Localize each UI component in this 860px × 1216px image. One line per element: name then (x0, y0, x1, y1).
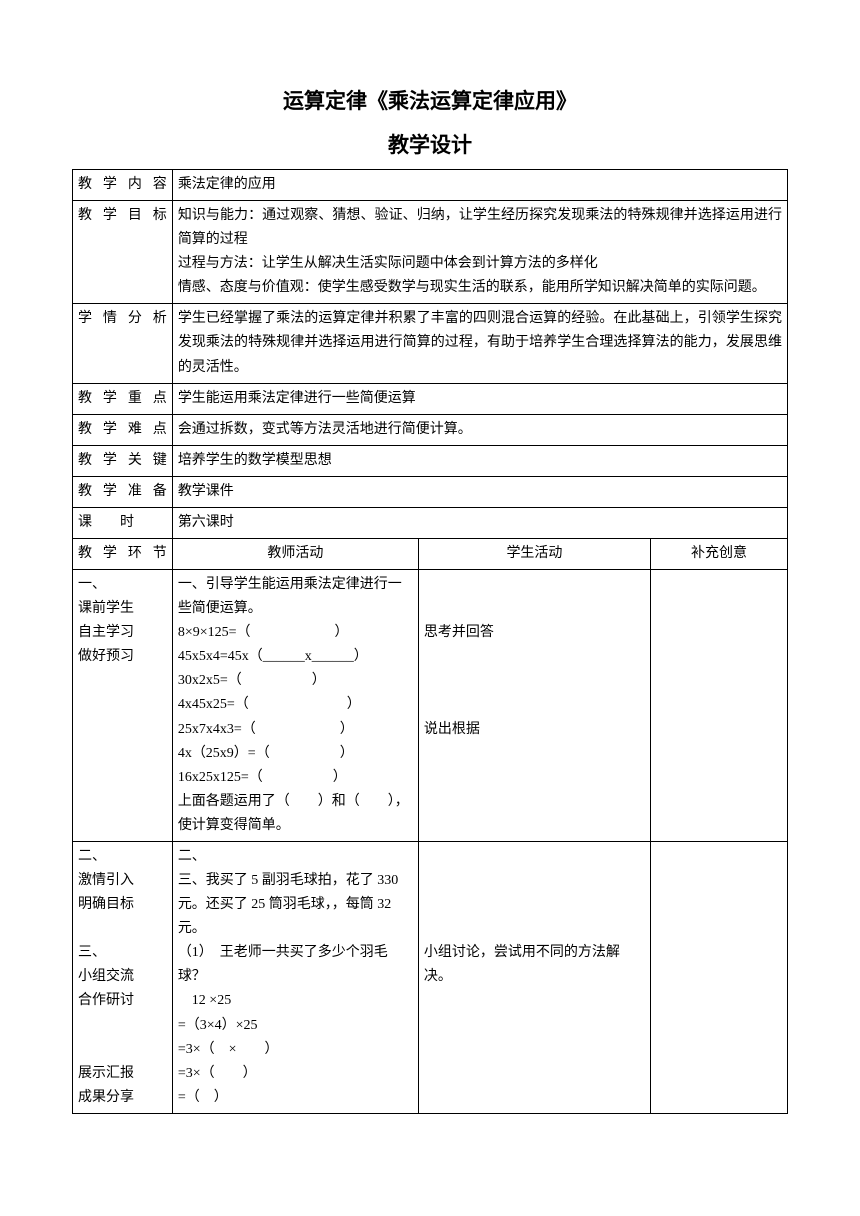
stage-cell-1: 一、课前学生自主学习做好预习 (73, 570, 173, 842)
table-row: 教学关键 培养学生的数学模型思想 (73, 445, 788, 476)
value-focus: 学生能运用乘法定律进行一些简便运算 (172, 383, 787, 414)
label-focus: 教学重点 (73, 383, 173, 414)
lesson-plan-table: 教学内容 乘法定律的应用 教学目标 知识与能力：通过观察、猜想、验证、归纳，让学… (72, 169, 788, 1114)
table-row: 学情分析 学生已经掌握了乘法的运算定律并积累了丰富的四则混合运算的经验。在此基础… (73, 304, 788, 383)
table-row: 教学准备 教学课件 (73, 476, 788, 507)
label-goal: 教学目标 (73, 201, 173, 304)
label-period: 课 时 (73, 507, 173, 538)
value-difficulty: 会通过拆数，变式等方法灵活地进行简便计算。 (172, 414, 787, 445)
table-row-activity: 二、激情引入明确目标三、小组交流合作研讨展示汇报成果分享 二、三、我买了 5 副… (73, 841, 788, 1113)
teacher-cell-1: 一、引导学生能运用乘法定律进行一些简便运算。8×9×125=（ ）45x5x4=… (172, 570, 418, 842)
header-supplement: 补充创意 (651, 539, 788, 570)
value-goal: 知识与能力：通过观察、猜想、验证、归纳，让学生经历探究发现乘法的特殊规律并选择运… (172, 201, 787, 304)
table-row-header: 教学环节 教师活动 学生活动 补充创意 (73, 539, 788, 570)
table-row: 教学目标 知识与能力：通过观察、猜想、验证、归纳，让学生经历探究发现乘法的特殊规… (73, 201, 788, 304)
table-row: 教学内容 乘法定律的应用 (73, 170, 788, 201)
label-content: 教学内容 (73, 170, 173, 201)
label-analysis: 学情分析 (73, 304, 173, 383)
label-difficulty: 教学难点 (73, 414, 173, 445)
table-row: 教学重点 学生能运用乘法定律进行一些简便运算 (73, 383, 788, 414)
header-student: 学生活动 (418, 539, 650, 570)
table-row: 教学难点 会通过拆数，变式等方法灵活地进行简便计算。 (73, 414, 788, 445)
supplement-cell-1 (651, 570, 788, 842)
table-row-activity: 一、课前学生自主学习做好预习 一、引导学生能运用乘法定律进行一些简便运算。8×9… (73, 570, 788, 842)
header-teacher: 教师活动 (172, 539, 418, 570)
title-main: 运算定律《乘法运算定律应用》 (72, 85, 788, 115)
value-period: 第六课时 (172, 507, 787, 538)
value-prep: 教学课件 (172, 476, 787, 507)
label-key: 教学关键 (73, 445, 173, 476)
header-stage: 教学环节 (73, 539, 173, 570)
value-content: 乘法定律的应用 (172, 170, 787, 201)
teacher-cell-2: 二、三、我买了 5 副羽毛球拍，花了 330 元。还买了 25 筒羽毛球，，每筒… (172, 841, 418, 1113)
value-analysis: 学生已经掌握了乘法的运算定律并积累了丰富的四则混合运算的经验。在此基础上，引领学… (172, 304, 787, 383)
student-cell-2: 小组讨论，尝试用不同的方法解决。 (418, 841, 650, 1113)
supplement-cell-2 (651, 841, 788, 1113)
value-key: 培养学生的数学模型思想 (172, 445, 787, 476)
label-prep: 教学准备 (73, 476, 173, 507)
stage-cell-2: 二、激情引入明确目标三、小组交流合作研讨展示汇报成果分享 (73, 841, 173, 1113)
student-cell-1: 思考并回答说出根据 (418, 570, 650, 842)
table-row: 课 时 第六课时 (73, 507, 788, 538)
title-sub: 教学设计 (72, 129, 788, 159)
